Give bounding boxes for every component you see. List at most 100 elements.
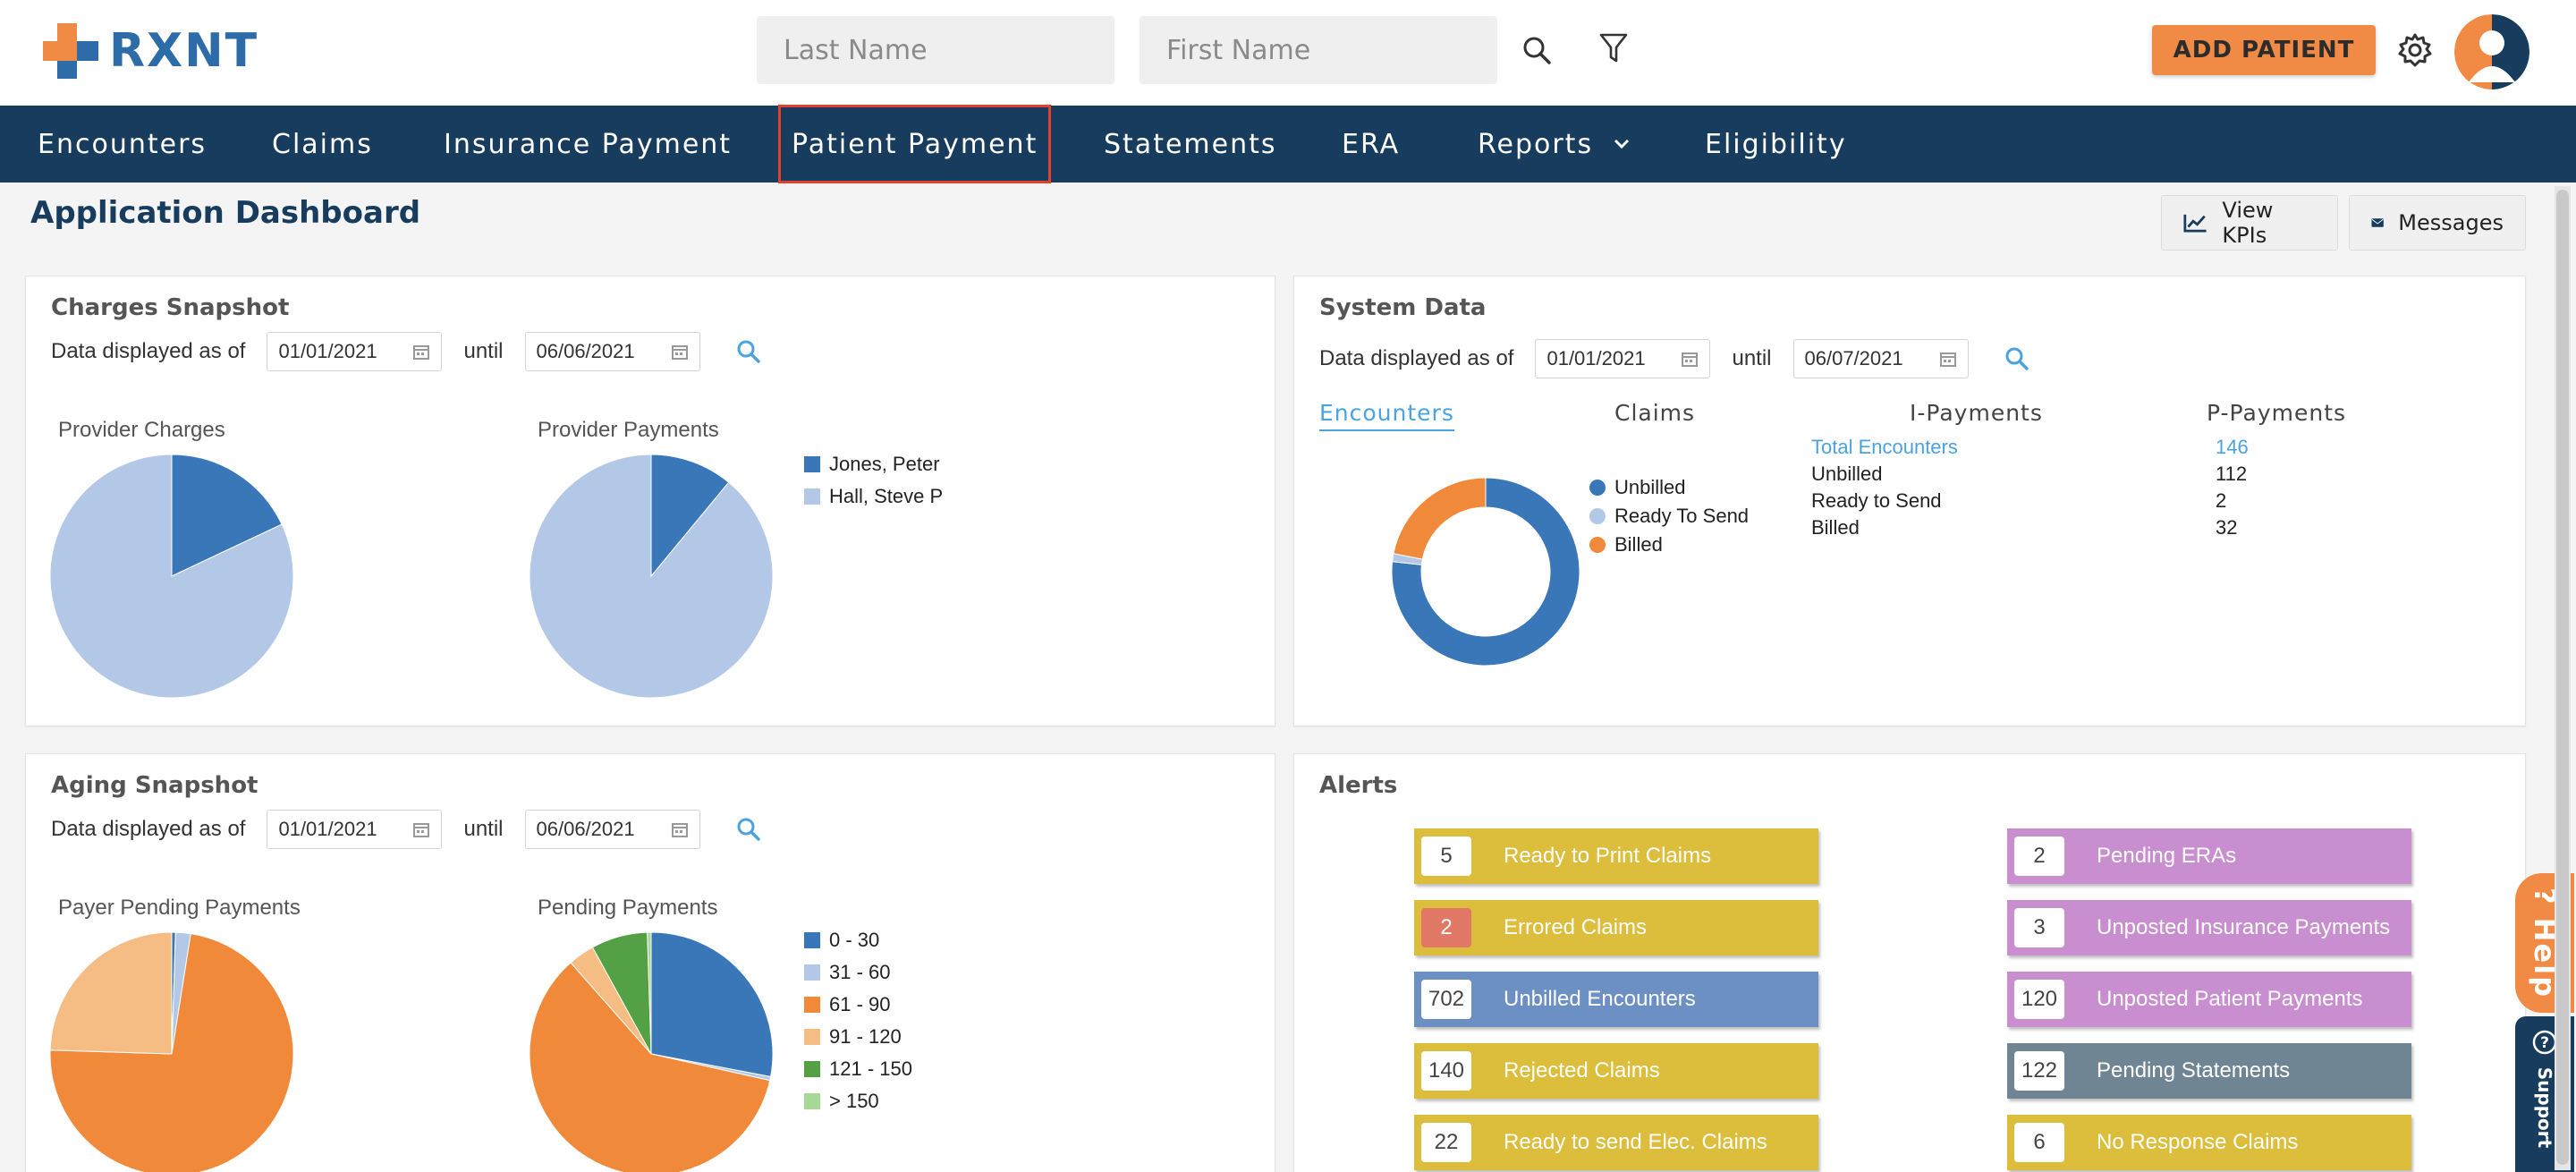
- nav-era[interactable]: ERA: [1342, 128, 1401, 160]
- nav-statements[interactable]: Statements: [1104, 128, 1277, 160]
- pie-slice-jones-peter[interactable]: [171, 454, 283, 577]
- tab-p-payments[interactable]: P-Payments: [2207, 400, 2347, 426]
- pie-slice--150[interactable]: [647, 931, 652, 1055]
- stat-value-total[interactable]: 146: [2216, 436, 2249, 458]
- stat-value-billed: 32: [2216, 516, 2238, 539]
- tab-encounters[interactable]: Encounters: [1319, 400, 1454, 431]
- alert-item[interactable]: 22 Ready to send Elec. Claims: [1414, 1115, 1818, 1170]
- calendar-icon: [1939, 352, 1956, 367]
- stat-label-total[interactable]: Total Encounters: [1811, 436, 1958, 458]
- alert-item[interactable]: 122 Pending Statements: [2007, 1043, 2411, 1099]
- system-date-row: Data displayed as of 01/01/2021 until 06…: [1319, 339, 2029, 378]
- alert-item[interactable]: 3 Unposted Insurance Payments: [2007, 900, 2411, 955]
- charges-from-date[interactable]: 01/01/2021: [267, 332, 443, 371]
- alert-label: Ready to send Elec. Claims: [1504, 1130, 1767, 1154]
- to-date-value: 06/06/2021: [536, 340, 635, 362]
- alert-label: Pending ERAs: [2097, 844, 2237, 868]
- page-title: Application Dashboard: [30, 195, 421, 231]
- nav-encounters[interactable]: Encounters: [38, 128, 208, 160]
- alert-item[interactable]: 702 Unbilled Encounters: [1414, 972, 1818, 1027]
- legend-item[interactable]: 61 - 90: [804, 989, 912, 1021]
- alert-item[interactable]: 120 Unposted Patient Payments: [2007, 972, 2411, 1027]
- date-label: Data displayed as of: [51, 817, 246, 841]
- pie-slice-hall-steve-p[interactable]: [49, 454, 294, 699]
- legend-label: > 150: [829, 1090, 879, 1112]
- legend-item[interactable]: 31 - 60: [804, 956, 912, 989]
- legend-swatch: [804, 456, 820, 472]
- add-patient-button[interactable]: ADD PATIENT: [2152, 25, 2376, 75]
- pie-slice-billed[interactable]: [1393, 477, 1487, 560]
- legend-item[interactable]: 0 - 30: [804, 924, 912, 956]
- alert-item[interactable]: 5 Ready to Print Claims: [1414, 828, 1818, 884]
- alert-count: 6: [2014, 1123, 2064, 1162]
- tab-claims[interactable]: Claims: [1614, 400, 1696, 426]
- envelope-icon: [2371, 218, 2384, 227]
- stat-label-unbilled: Unbilled: [1811, 463, 1883, 485]
- legend-item[interactable]: > 150: [804, 1085, 912, 1117]
- legend-item[interactable]: Hall, Steve P: [804, 480, 943, 513]
- alert-item[interactable]: 2 Errored Claims: [1414, 900, 1818, 955]
- first-name-input[interactable]: [1140, 16, 1497, 84]
- gear-icon[interactable]: [2394, 29, 2436, 72]
- support-label: Support: [2534, 1066, 2556, 1149]
- system-from-date[interactable]: 01/01/2021: [1535, 339, 1711, 378]
- alert-item[interactable]: 2 Pending ERAs: [2007, 828, 2411, 884]
- pie-slice-jones-peter[interactable]: [650, 454, 730, 578]
- search-icon[interactable]: [2004, 346, 2029, 371]
- legend-swatch: [1589, 537, 1606, 553]
- alert-count: 22: [1421, 1123, 1471, 1162]
- legend-item[interactable]: Ready To Send: [1589, 502, 1749, 531]
- alert-count: 5: [1421, 837, 1471, 876]
- logo-text: RXNT: [109, 24, 259, 78]
- aging-to-date[interactable]: 06/06/2021: [524, 810, 700, 849]
- until-label: until: [1732, 346, 1772, 370]
- pie-slice-61-90[interactable]: [49, 933, 294, 1172]
- search-icon[interactable]: [736, 817, 761, 842]
- alert-item[interactable]: 6 No Response Claims: [2007, 1115, 2411, 1170]
- alerts-title: Alerts: [1319, 772, 1398, 799]
- charges-to-date[interactable]: 06/06/2021: [524, 332, 700, 371]
- tab-i-payments[interactable]: I-Payments: [1910, 400, 2043, 426]
- legend-item[interactable]: 121 - 150: [804, 1053, 912, 1085]
- alert-label: Pending Statements: [2097, 1058, 2291, 1083]
- alert-count: 2: [1421, 908, 1471, 947]
- view-kpis-button[interactable]: View KPIs: [2161, 195, 2338, 251]
- payer-pending-payments-label: Payer Pending Payments: [58, 896, 301, 920]
- legend-swatch: [804, 488, 820, 505]
- legend-item[interactable]: Unbilled: [1589, 473, 1749, 502]
- legend-label: Jones, Peter: [829, 453, 940, 475]
- system-to-date[interactable]: 06/07/2021: [1792, 339, 1969, 378]
- legend-item[interactable]: Billed: [1589, 531, 1749, 559]
- user-avatar[interactable]: [2454, 14, 2529, 89]
- to-date-value: 06/07/2021: [1804, 347, 1903, 369]
- nav-eligibility[interactable]: Eligibility: [1705, 128, 1847, 160]
- messages-button[interactable]: Messages: [2349, 195, 2526, 251]
- filter-icon[interactable]: [1594, 29, 1633, 68]
- pie-slice-91-120[interactable]: [49, 931, 173, 1055]
- pie-slice-unbilled[interactable]: [1391, 477, 1580, 667]
- from-date-value: 01/01/2021: [1546, 347, 1646, 369]
- pending-payments-label: Pending Payments: [538, 896, 718, 920]
- legend-item[interactable]: Jones, Peter: [804, 448, 943, 480]
- alert-count: 3: [2014, 908, 2064, 947]
- nav-insurance-payment[interactable]: Insurance Payment: [444, 128, 733, 160]
- pie-slice-hall-steve-p[interactable]: [529, 454, 774, 699]
- pie-slice-0-30[interactable]: [650, 931, 774, 1078]
- nav-patient-payment[interactable]: Patient Payment: [778, 105, 1052, 183]
- date-label: Data displayed as of: [1319, 346, 1514, 370]
- last-name-input[interactable]: [757, 16, 1114, 84]
- nav-claims[interactable]: Claims: [272, 128, 373, 160]
- cross-logo-icon: [39, 20, 102, 82]
- legend-item[interactable]: 91 - 120: [804, 1021, 912, 1053]
- aging-from-date[interactable]: 01/01/2021: [267, 810, 443, 849]
- rxnt-logo[interactable]: RXNT: [39, 20, 258, 82]
- search-icon[interactable]: [1517, 30, 1556, 70]
- main-nav: Encounters Claims Insurance Payment Pati…: [0, 105, 2576, 183]
- scrollbar-thumb[interactable]: [2556, 190, 2569, 1165]
- nav-reports[interactable]: Reports: [1478, 106, 1631, 183]
- pie-slice-61-90[interactable]: [529, 962, 771, 1172]
- search-icon[interactable]: [736, 339, 761, 364]
- alert-item[interactable]: 140 Rejected Claims: [1414, 1043, 1818, 1099]
- alert-label: Rejected Claims: [1504, 1058, 1660, 1083]
- alert-count: 140: [1421, 1051, 1471, 1091]
